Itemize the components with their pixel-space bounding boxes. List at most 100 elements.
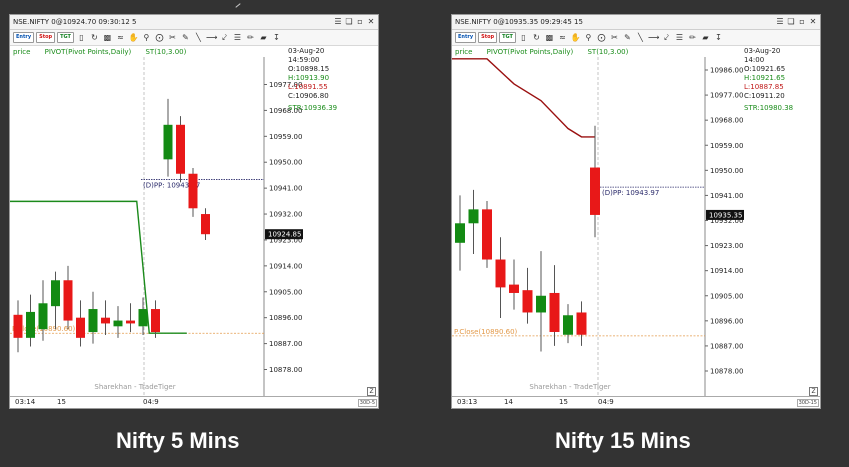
line-chart-icon[interactable]: ≈ xyxy=(559,32,566,42)
candle-body xyxy=(51,280,60,307)
indicator-price[interactable]: price xyxy=(455,48,473,56)
ohlc-time: 14:00 xyxy=(744,56,765,64)
zoom-reset-button[interactable]: Z xyxy=(809,387,818,396)
candle-body xyxy=(468,209,479,224)
y-tick-label: 10896.00 xyxy=(269,314,302,322)
target-button[interactable]: TGT xyxy=(57,32,74,43)
restore-icon[interactable]: ❏ xyxy=(787,17,795,26)
candlestick-icon[interactable]: ▯ xyxy=(521,32,526,42)
candle-body xyxy=(176,124,185,174)
brush-icon[interactable]: ✏ xyxy=(247,32,254,42)
ohlc-supertrend: STR:10936.39 xyxy=(288,104,338,112)
indicator-pivot[interactable]: PIVOT(Pivot Points,Daily) xyxy=(44,48,132,56)
pan-icon[interactable]: ✋ xyxy=(128,32,139,42)
chart-caption-15min: Nifty 15 Mins xyxy=(555,428,691,453)
candlestick-icon[interactable]: ▯ xyxy=(79,32,84,42)
trendline-icon[interactable]: ╲ xyxy=(196,32,201,42)
pan-icon[interactable]: ✋ xyxy=(570,32,581,42)
y-tick-label: 10968.00 xyxy=(269,107,302,115)
candle-body xyxy=(482,209,492,260)
down-arrow-icon[interactable]: ↧ xyxy=(273,32,280,42)
chart-caption-5min: Nifty 5 Mins xyxy=(116,428,240,453)
arrow-icon[interactable]: ⟶ xyxy=(205,32,218,42)
bar-chart-icon[interactable]: ▩ xyxy=(103,32,112,42)
line-chart-icon[interactable]: ≈ xyxy=(117,32,124,42)
y-tick-label: 10923.00 xyxy=(710,242,743,250)
indicator-legend: price PIVOT(Pivot Points,Daily) ST(10,3.… xyxy=(455,48,640,56)
price-plot[interactable]: 10986.00 10977.00 10968.00 10959.00 10950.00… xyxy=(452,15,820,408)
ruler-icon[interactable]: ☰ xyxy=(675,32,684,42)
y-tick-label: 10905.00 xyxy=(269,288,302,296)
ohlc-low: L:10891.55 xyxy=(288,83,328,91)
down-arrow-icon[interactable]: ↧ xyxy=(715,32,722,42)
y-tick-label: 10950.00 xyxy=(269,159,302,167)
menu-icon[interactable]: ☰ xyxy=(776,17,784,26)
window-controls: ☰ ❏ ▫ ✕ xyxy=(334,15,375,29)
stop-button[interactable]: Stop xyxy=(478,32,498,43)
prev-close-label: P.Close(10890.60) xyxy=(12,325,76,333)
y-tick-label: 10878.00 xyxy=(269,366,302,374)
pencil-icon[interactable]: ✎ xyxy=(182,32,189,42)
x-tick-label: 03:14 xyxy=(15,398,36,406)
close-icon[interactable]: ✕ xyxy=(367,17,375,26)
minimize-icon[interactable]: ▫ xyxy=(799,17,805,26)
period-label[interactable]: 30D-15 xyxy=(796,399,819,407)
scissors-icon[interactable]: ✂ xyxy=(169,32,176,42)
refresh-icon[interactable]: ↻ xyxy=(91,32,98,42)
bar-chart-icon[interactable]: ▩ xyxy=(545,32,554,42)
refresh-icon[interactable]: ↻ xyxy=(533,32,540,42)
crosshair-icon[interactable]: ⨀ xyxy=(597,32,606,42)
ohlc-panel: 03-Aug-20 14:00 O:10921.65 H:10921.65 L:… xyxy=(744,47,793,113)
stop-button[interactable]: Stop xyxy=(36,32,56,43)
supertrend-line xyxy=(452,58,595,138)
close-icon[interactable]: ✕ xyxy=(809,17,817,26)
watermark: Sharekhan - TradeTiger xyxy=(529,383,610,391)
indicator-supertrend[interactable]: ST(10,3.00) xyxy=(587,48,629,56)
entry-button[interactable]: Entry xyxy=(455,32,477,43)
zoom-icon[interactable]: ⚲ xyxy=(585,32,592,42)
y-tick-label: 10932.00 xyxy=(269,211,302,219)
supertrend-line xyxy=(10,200,187,334)
window-title: NSE.NIFTY 0@10924.70 09:30:12 5 xyxy=(13,18,137,26)
indicator-supertrend[interactable]: ST(10,3.00) xyxy=(145,48,187,56)
indicator-pivot[interactable]: PIVOT(Pivot Points,Daily) xyxy=(486,48,574,56)
x-tick-label: 15 xyxy=(57,398,66,406)
ruler-icon[interactable]: ☰ xyxy=(233,32,242,42)
fan-icon[interactable]: ⤦ xyxy=(222,32,227,42)
zoom-icon[interactable]: ⚲ xyxy=(143,32,150,42)
arrow-icon[interactable]: ⟶ xyxy=(647,32,660,42)
pencil-icon[interactable]: ✎ xyxy=(624,32,631,42)
ohlc-open: O:10921.65 xyxy=(744,65,786,73)
zoom-reset-button[interactable]: Z xyxy=(367,387,376,396)
menu-icon[interactable]: ☰ xyxy=(334,17,342,26)
chart-toolbar: Entry Stop TGT ▯ ↻ ▩ ≈ ✋ ⚲ ⨀ ✂ ✎ ╲ ⟶ ⤦ ☰… xyxy=(10,30,378,46)
fan-icon[interactable]: ⤦ xyxy=(664,32,669,42)
candle-body xyxy=(26,311,35,338)
pivot-label: (D)PP: 10943.97 xyxy=(143,182,200,190)
y-tick-label: 10887.00 xyxy=(269,340,302,348)
candle-body xyxy=(13,314,23,338)
indicator-price[interactable]: price xyxy=(13,48,31,56)
minimize-icon[interactable]: ▫ xyxy=(357,17,363,26)
bar-icon[interactable]: ▰ xyxy=(702,32,709,42)
window-title: NSE.NIFTY 0@10935.35 09:29:45 15 xyxy=(455,18,583,26)
candle-body xyxy=(88,309,98,333)
entry-button[interactable]: Entry xyxy=(13,32,35,43)
restore-icon[interactable]: ❏ xyxy=(345,17,353,26)
candle-body xyxy=(76,317,85,338)
time-axis: 03:13 14 15 04:9 xyxy=(452,396,820,408)
brush-icon[interactable]: ✏ xyxy=(689,32,696,42)
period-label[interactable]: 30D-5 xyxy=(357,399,377,407)
price-plot[interactable]: 10977.00 10968.00 10959.00 10950.00 10941.00… xyxy=(10,15,378,408)
y-tick-label: 10959.00 xyxy=(710,142,743,150)
bar-icon[interactable]: ▰ xyxy=(260,32,267,42)
crosshair-icon[interactable]: ⨀ xyxy=(155,32,164,42)
scissors-icon[interactable]: ✂ xyxy=(611,32,618,42)
target-button[interactable]: TGT xyxy=(499,32,516,43)
x-tick-label: 15 xyxy=(559,398,568,406)
candle-body xyxy=(509,284,519,293)
y-tick-label: 10941.00 xyxy=(710,192,743,200)
y-tick-label: 10905.00 xyxy=(710,292,743,300)
y-tick-label: 10887.00 xyxy=(710,342,743,350)
trendline-icon[interactable]: ╲ xyxy=(638,32,643,42)
